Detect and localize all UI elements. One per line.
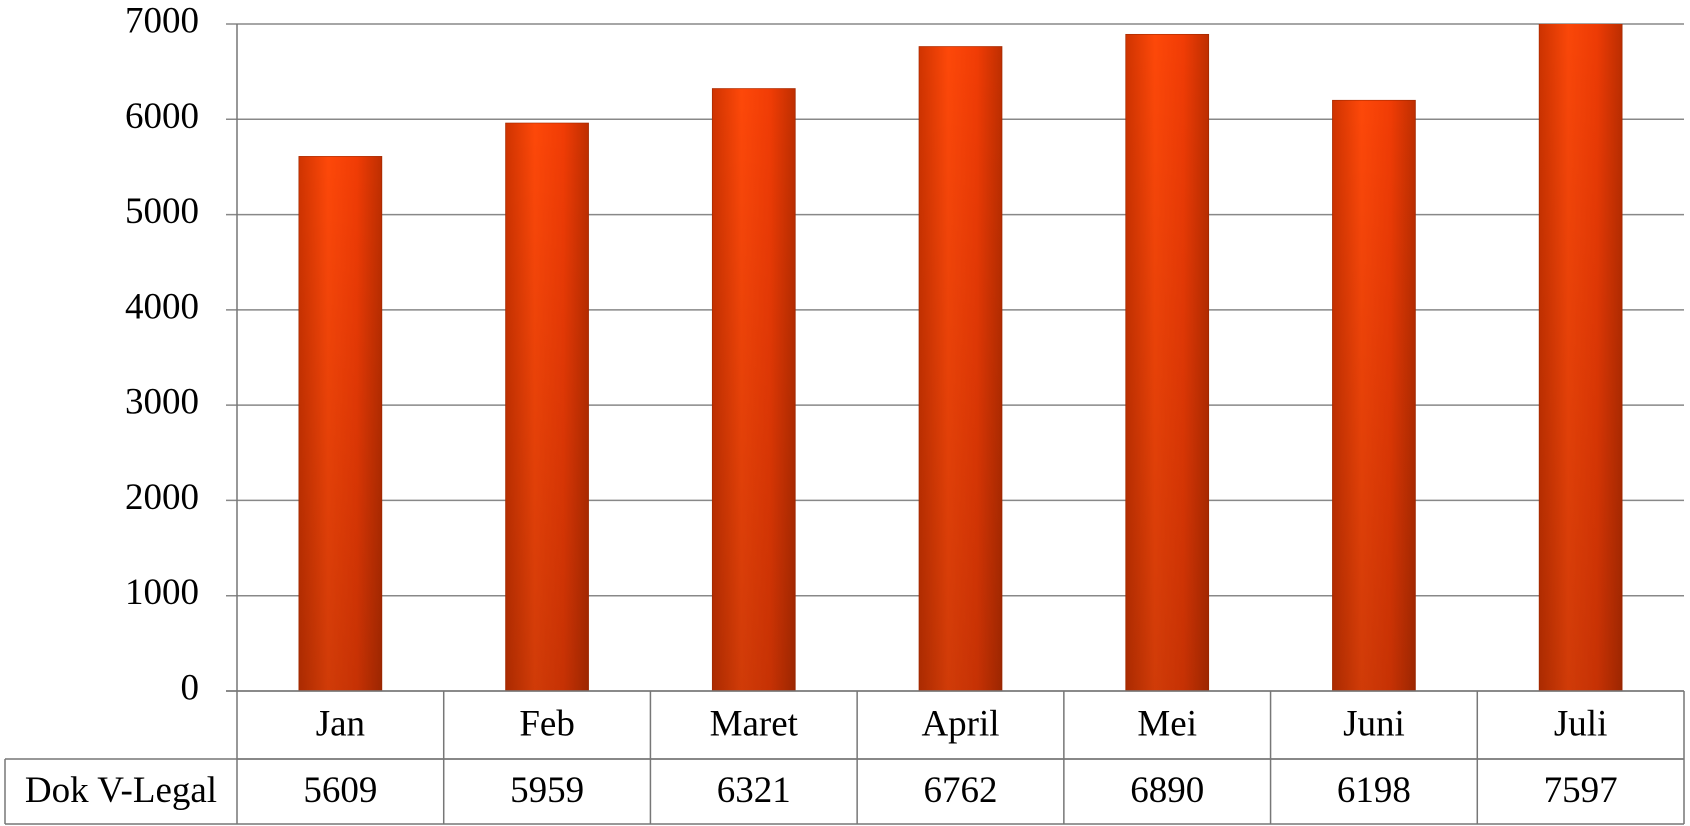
x-tick-label: Feb <box>519 703 575 744</box>
bar-shading <box>1125 34 1209 691</box>
bar-shading <box>1539 24 1622 691</box>
table-value: 5959 <box>510 770 584 811</box>
x-tick-label: April <box>921 703 999 744</box>
table-value: 6762 <box>924 770 998 811</box>
bar-shading <box>919 46 1002 691</box>
y-tick-label: 0 <box>181 667 200 708</box>
x-tick-label: Mei <box>1137 703 1197 744</box>
table-value: 6890 <box>1130 770 1204 811</box>
bar-shading <box>1332 100 1416 691</box>
table-value: 6198 <box>1337 770 1411 811</box>
y-tick-label: 5000 <box>125 191 199 232</box>
y-tick-label: 4000 <box>125 286 199 327</box>
x-tick-label: Jan <box>316 703 365 744</box>
y-tick-label: 1000 <box>125 572 199 613</box>
bar-shading <box>712 88 796 691</box>
bar-shading <box>299 156 382 691</box>
x-tick-label: Juli <box>1554 703 1607 744</box>
x-tick-label: Maret <box>710 703 799 744</box>
table-value: 5609 <box>303 770 377 811</box>
y-tick-label: 3000 <box>125 382 199 423</box>
table-series-label: Dok V-Legal <box>25 770 217 811</box>
bar-shading <box>505 123 589 691</box>
table-value: 6321 <box>717 770 791 811</box>
table-value: 7597 <box>1544 770 1618 811</box>
y-tick-label: 6000 <box>125 96 199 137</box>
bars <box>298 24 1623 691</box>
y-tick-label: 2000 <box>125 477 199 518</box>
x-tick-label: Juni <box>1343 703 1405 744</box>
y-tick-label: 7000 <box>125 0 199 41</box>
